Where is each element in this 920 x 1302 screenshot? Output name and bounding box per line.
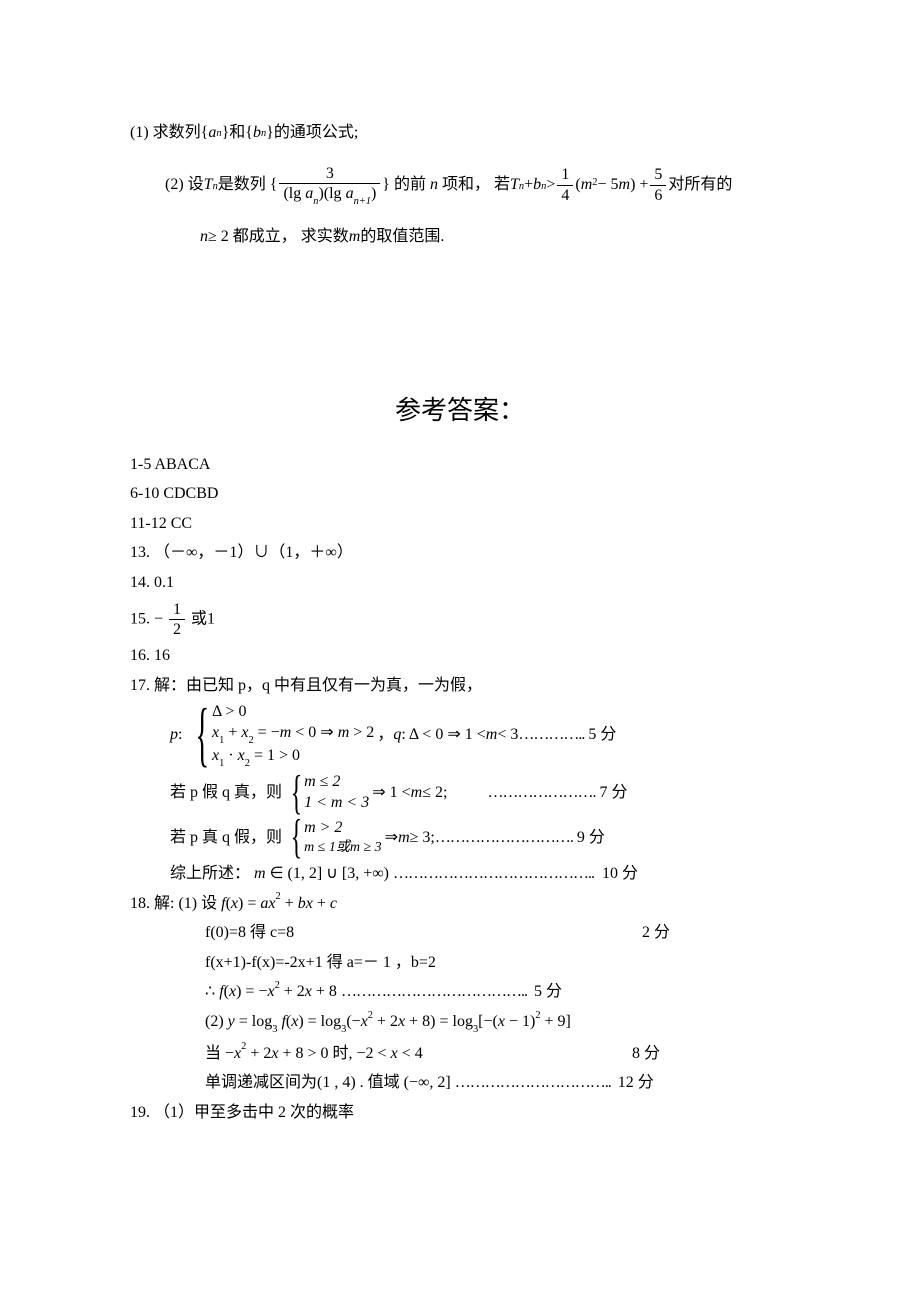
fraction-5-6: 5 6 <box>650 165 666 204</box>
ans-18-f0: f(0)=8 得 c=8 2 分 <box>130 920 790 946</box>
fraction-3-over-lg: 3 (lg an)(lg an+1) <box>279 164 380 207</box>
ans-19: 19. （1）甲至多击中 2 次的概率 <box>130 1100 790 1126</box>
ans-1-5: 1-5 ABACA <box>130 452 790 478</box>
ans-11-12: 11-12 CC <box>130 511 790 537</box>
ans-17-pq1: 若 p 假 q 真，则 { m ≤ 2 1 < m < 3 ⇒ 1 < m ≤ … <box>130 772 790 814</box>
ans-17-pq2: 若 p 真 q 假，则 { m > 2 m ≤ 1或m ≥ 3 ⇒ m ≥ 3;… <box>130 818 790 857</box>
fraction-1-2: 1 2 <box>169 600 185 639</box>
ans-16: 16. 16 <box>130 643 790 669</box>
ans-15: 15. − 1 2 或1 <box>130 600 790 639</box>
ans-6-10: 6-10 CDCBD <box>130 481 790 507</box>
ans-18-fxp1: f(x+1)-f(x)=-2x+1 得 a=－ 1 ，b=2 <box>130 950 790 976</box>
ans-17-final: 综上所述： m ∈ (1, 2] ∪ [3, +∞) …………………………………… <box>130 861 790 887</box>
ans-18-mono: 单调递减区间为(1 , 4) . 值域 (−∞, 2] …………………………..… <box>130 1070 790 1096</box>
answers-title: 参考答案： <box>130 390 790 432</box>
p1-text: (1) 求数列 <box>130 120 201 146</box>
ans-18-fx: ∴ f(x) = −x2 + 2x + 8 ……………………………….. 5 分 <box>130 979 790 1005</box>
ans-18-1: 18. 解: (1) 设 f(x) = ax2 + bx + c <box>130 891 790 917</box>
problem-2: (2) 设 Tn 是数列 { 3 (lg an)(lg an+1) } 的前 n… <box>130 164 790 207</box>
problem-2-line2: n ≥ 2 都成立， 求实数 m 的取值范围. <box>130 224 790 250</box>
ans-13: 13. （－∞，－1）∪（1，＋∞） <box>130 540 790 566</box>
ans-17-intro: 17. 解：由已知 p，q 中有且仅有一为真，一为假， <box>130 673 790 699</box>
ans-18-2: (2) y = log3 f(x) = log3(−x2 + 2x + 8) =… <box>130 1009 790 1037</box>
ans-18-when: 当 −x2 + 2x + 8 > 0 时, −2 < x < 4 8 分 <box>130 1041 790 1067</box>
problem-1: (1) 求数列 {an} 和 {bn} 的通项公式; <box>130 120 790 146</box>
ans-17-p: p : { Δ > 0 x1 + x2 = −m < 0 ⇒ m > 2 x1 … <box>130 702 790 768</box>
ans-14: 14. 0.1 <box>130 570 790 596</box>
fraction-1-4: 1 4 <box>557 165 573 204</box>
